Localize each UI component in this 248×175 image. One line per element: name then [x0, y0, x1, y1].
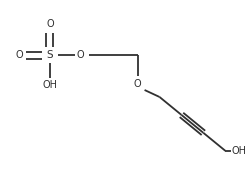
Text: S: S [47, 50, 53, 60]
Text: O: O [134, 79, 141, 89]
Text: O: O [15, 50, 23, 60]
Text: OH: OH [42, 80, 57, 90]
Text: OH: OH [232, 146, 247, 156]
Text: O: O [46, 19, 54, 29]
Text: O: O [77, 50, 85, 60]
